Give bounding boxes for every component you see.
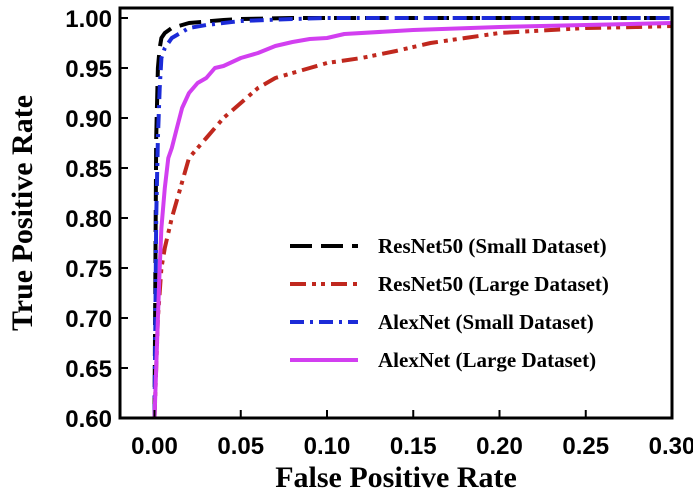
x-tick-label: 0.25 <box>562 433 609 460</box>
series-line-1 <box>152 24 673 419</box>
plot-lines <box>152 16 673 419</box>
y-axis-title: True Positive Rate <box>6 95 39 331</box>
y-tick-label: 0.80 <box>65 206 112 233</box>
x-tick-label: 0.30 <box>649 433 693 460</box>
y-tick-label: 0.70 <box>65 306 112 333</box>
legend: ResNet50 (Small Dataset) ResNet50 (Large … <box>290 234 609 372</box>
plot-frame <box>118 6 674 420</box>
y-tick-label: 0.95 <box>65 56 112 83</box>
series-line-0 <box>152 16 672 419</box>
y-axis-ticks: 0.60 0.65 0.70 0.75 0.80 0.85 0.90 0.95 1.00 <box>65 6 128 433</box>
y-tick-label: 0.60 <box>65 406 112 433</box>
y-tick-label: 0.65 <box>65 356 112 383</box>
legend-label-0: ResNet50 (Small Dataset) <box>378 234 607 258</box>
legend-label-2: AlexNet (Small Dataset) <box>378 310 594 334</box>
y-tick-label: 0.75 <box>65 256 112 283</box>
x-axis-ticks: 0.00 0.05 0.10 0.15 0.20 0.25 0.30 <box>131 410 693 460</box>
x-tick-label: 0.05 <box>217 433 264 460</box>
y-tick-label: 0.90 <box>65 106 112 133</box>
x-tick-label: 0.20 <box>476 433 523 460</box>
x-tick-label: 0.10 <box>304 433 351 460</box>
y-tick-label: 0.85 <box>65 156 112 183</box>
x-axis-title: False Positive Rate <box>275 461 517 494</box>
x-tick-label: 0.00 <box>131 433 178 460</box>
y-tick-label: 1.00 <box>65 6 112 33</box>
x-tick-label: 0.15 <box>390 433 437 460</box>
legend-label-1: ResNet50 (Large Dataset) <box>378 272 609 296</box>
series-line-2 <box>152 16 672 419</box>
legend-label-3: AlexNet (Large Dataset) <box>378 348 596 372</box>
series-line-3 <box>152 21 673 419</box>
